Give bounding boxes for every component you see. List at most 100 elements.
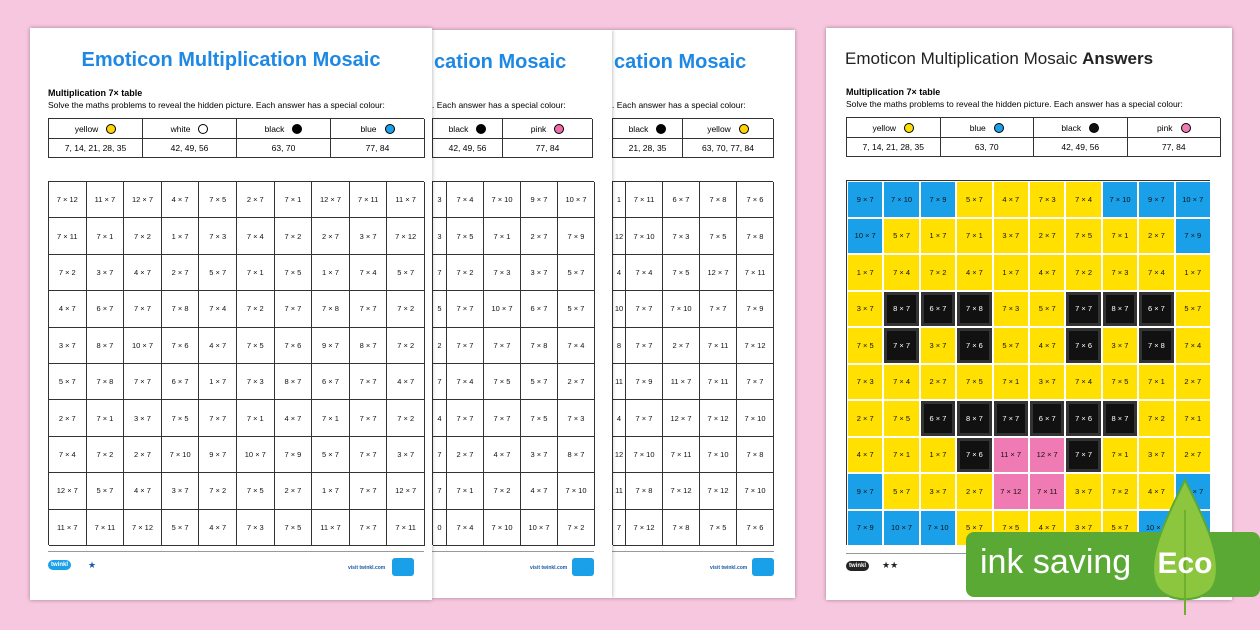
grid-cell: 2 × 7 — [1138, 217, 1175, 254]
key-values: 42, 49, 56 — [143, 138, 237, 158]
grid-cell: 7 × 3 — [1101, 254, 1139, 291]
key-values: 63, 70 — [940, 137, 1034, 157]
grid-cell: 1 × 7 — [992, 254, 1029, 291]
grid-cell: 7 × 2 — [1101, 473, 1139, 510]
grid-cell: 7 × 9 — [737, 291, 774, 328]
title: Emoticon Multiplication Mosaic Answers — [845, 49, 1153, 69]
key-values: 77, 84 — [1127, 137, 1221, 157]
subtitle: Multiplication 7× table — [48, 88, 143, 98]
grid-cell: 11 × 7 — [49, 509, 87, 546]
grid-cell: 7 × 11 — [49, 218, 87, 255]
grid-cell: 7 × 7 — [349, 291, 388, 328]
grid-cell: 7 × 2 — [387, 400, 425, 437]
grid-cell: 7 × 4 — [883, 254, 920, 291]
grid-cell: 3 × 7 — [1101, 327, 1139, 364]
grid-cell: 7 × 7 — [447, 400, 484, 437]
stars: ★★ — [882, 560, 899, 570]
instruction: Solve the maths problems to reveal the h… — [48, 100, 385, 110]
grid-cell: 7 × 7 — [349, 509, 388, 546]
grid-cell: 7 — [433, 473, 447, 510]
grid-cell: 4 × 7 — [387, 364, 425, 401]
grid-cell: 7 × 10 — [626, 436, 663, 474]
footer-badge — [572, 558, 594, 576]
grid-cell: 6 × 7 — [521, 291, 558, 328]
grid-cell: 7 × 12 — [700, 473, 737, 510]
grid-cell: 1 × 7 — [312, 473, 350, 510]
key-label: blue — [360, 123, 377, 134]
grid-cell: 1 — [613, 182, 626, 219]
grid-cell: 1 × 7 — [919, 436, 957, 473]
title-bold: Answers — [1082, 49, 1154, 68]
grid-cell: 7 × 2 — [1065, 254, 1102, 291]
grid-cell: 7 × 3 — [237, 364, 275, 401]
grid-cell: 6 × 7 — [663, 182, 700, 219]
key-label: yellow — [872, 122, 897, 133]
grid-cell: 7 × 10 — [1101, 181, 1139, 218]
grid-cell: 7 × 7 — [992, 400, 1029, 437]
grid-cell: 7 × 6 — [737, 182, 774, 219]
grid-cell: 8 × 7 — [274, 364, 313, 401]
answer-sheet: Emoticon Multiplication Mosaic Answers Mu… — [826, 28, 1232, 600]
footer-link: visit twinkl.com — [710, 565, 748, 571]
grid-cell: 4 × 7 — [1138, 473, 1175, 510]
key-values: 42, 49, 56 — [433, 138, 503, 158]
grid-cell: 10 — [613, 291, 626, 328]
badge-label: Eco — [1157, 547, 1212, 580]
key-label-cell: yellow — [847, 118, 941, 138]
key-color — [384, 123, 395, 134]
grid-cell: 7 × 10 — [737, 400, 774, 437]
grid-cell: 4 × 7 — [1029, 254, 1066, 291]
key-color — [1089, 122, 1100, 133]
grid-cell: 6 × 7 — [1138, 290, 1175, 327]
key-label: white — [170, 123, 191, 134]
grid-cell: 12 × 7 — [700, 254, 737, 292]
grid-cell: 3 × 7 — [161, 473, 200, 510]
grid-cell: 7 × 11 — [626, 182, 663, 219]
grid-cell: 2 × 7 — [663, 327, 700, 364]
grid-cell: 6 × 7 — [86, 291, 125, 328]
key-label-cell: pink — [503, 119, 593, 139]
grid-cell: 7 × 9 — [558, 218, 595, 255]
grid-cell: 7 × 12 — [387, 218, 425, 255]
grid-cell: 7 × 4 — [1174, 327, 1211, 364]
instruction: Solve the maths problems to reveal the h… — [846, 99, 1183, 109]
grid-cell: 7 × 2 — [484, 473, 521, 510]
grid-cell: 7 × 4 — [1138, 254, 1175, 291]
grid-cell: 2 — [433, 327, 447, 364]
grid-cell: 7 × 7 — [883, 327, 920, 364]
grid-cell: 8 × 7 — [956, 400, 993, 437]
grid-cell: 5 × 7 — [956, 181, 993, 218]
grid-cell: 7 × 1 — [237, 400, 275, 437]
grid-cell: 3 × 7 — [349, 218, 388, 255]
grid-cell: 3 × 7 — [919, 473, 957, 510]
grid-cell: 4 — [613, 400, 626, 437]
key-values: 7, 14, 21, 28, 35 — [847, 137, 941, 157]
grid-cell: 7 × 12 — [700, 400, 737, 437]
grid-cell: 7 × 10 — [919, 509, 957, 546]
grid-cell: 5 × 7 — [992, 327, 1029, 364]
grid-cell: 6 × 7 — [919, 400, 957, 437]
footer-rule — [612, 551, 774, 552]
title-text: Emoticon Multiplication Mosaic — [845, 49, 1078, 68]
grid-cell: 7 × 3 — [663, 218, 700, 255]
grid-cell: 7 × 10 — [883, 181, 920, 218]
key-label: black — [1061, 122, 1082, 133]
grid-cell: 7 × 1 — [1101, 217, 1139, 254]
grid-cell: 3 × 7 — [919, 327, 957, 364]
grid-cell: 7 × 8 — [312, 291, 350, 328]
grid-cell: 9 × 7 — [847, 181, 884, 218]
key-values: 7, 14, 21, 28, 35 — [49, 138, 143, 158]
grid-cell: 7 × 8 — [1138, 327, 1175, 364]
grid-cell: 7 × 4 — [199, 291, 237, 328]
grid-cell: 2 × 7 — [956, 473, 993, 510]
grid-cell: 1 × 7 — [847, 254, 884, 291]
grid-cell: 7 × 5 — [847, 327, 884, 364]
grid-cell: 3 × 7 — [86, 254, 125, 292]
grid-cell: 7 — [433, 436, 447, 474]
grid-cell: 7 × 2 — [274, 218, 313, 255]
grid-cell: 12 × 7 — [312, 182, 350, 219]
grid-cell: 7 × 4 — [237, 218, 275, 255]
footer-link: visit twinkl.com — [530, 565, 568, 571]
key-values: 21, 28, 35 — [613, 138, 683, 158]
grid-cell: 3 × 7 — [992, 217, 1029, 254]
